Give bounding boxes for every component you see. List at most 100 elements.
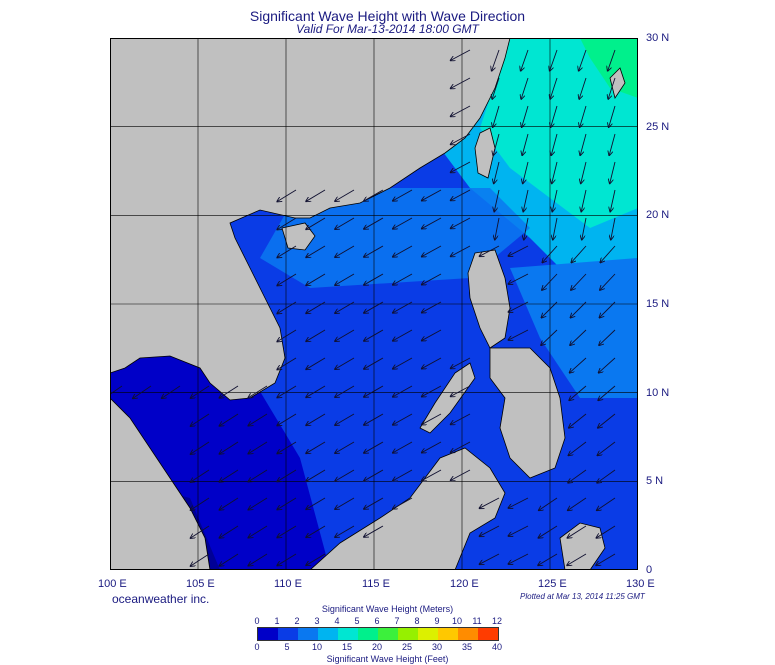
land-taiwan xyxy=(474,127,496,179)
wave-direction-arrow xyxy=(393,301,413,313)
legend-meters-title: Significant Wave Height (Meters) xyxy=(321,604,454,614)
feet-tick-label: 5 xyxy=(284,642,290,652)
map-title: Significant Wave Height with Wave Direct… xyxy=(249,8,526,24)
wave-direction-arrow xyxy=(422,217,442,229)
wave-direction-arrow xyxy=(364,497,384,509)
wave-direction-arrow xyxy=(364,469,384,481)
wave-direction-arrow xyxy=(335,329,355,341)
wave-direction-arrow xyxy=(393,189,413,201)
latitude-label: 0 xyxy=(646,564,653,576)
wave-direction-arrow xyxy=(393,217,413,229)
wave-direction-arrow xyxy=(480,553,500,564)
wave-direction-arrow xyxy=(248,441,268,454)
wave-direction-arrow xyxy=(335,301,355,313)
wave-zone-mid-north xyxy=(260,188,530,288)
wave-direction-arrow xyxy=(422,441,442,453)
wave-direction-arrow xyxy=(335,357,355,369)
wave-zone-mid-east xyxy=(510,258,638,398)
wave-direction-arrow xyxy=(451,413,471,424)
wave-direction-arrow xyxy=(248,413,268,426)
wave-direction-arrow xyxy=(422,273,442,285)
wave-direction-arrow xyxy=(306,553,326,565)
wave-direction-arrow xyxy=(335,469,355,481)
wave-direction-arrow xyxy=(306,469,326,481)
wave-direction-arrow xyxy=(335,217,355,229)
wave-direction-arrow xyxy=(306,413,326,425)
wave-direction-arrow xyxy=(522,133,529,155)
wave-direction-arrow xyxy=(248,385,268,398)
wave-direction-arrow xyxy=(335,441,355,453)
wave-direction-arrow xyxy=(219,497,239,510)
wave-direction-arrow xyxy=(539,497,558,510)
wave-direction-arrow xyxy=(219,553,239,566)
wave-direction-arrow xyxy=(608,49,616,71)
meters-tick-label: 0 xyxy=(254,616,260,626)
wave-direction-arrow xyxy=(567,525,587,538)
wave-direction-arrow xyxy=(393,357,413,369)
meters-tick-label: 12 xyxy=(491,616,503,626)
wave-direction-arrow xyxy=(393,273,413,285)
wave-direction-arrow xyxy=(306,217,326,229)
wave-direction-arrow xyxy=(110,385,123,395)
wave-direction-arrow xyxy=(570,301,587,318)
graticule xyxy=(110,38,638,570)
wave-direction-arrow xyxy=(508,273,529,284)
wave-direction-arrow xyxy=(552,161,558,183)
longitude-label: 125 E xyxy=(538,578,567,590)
meters-tick-label: 3 xyxy=(314,616,320,626)
wave-direction-arrow xyxy=(597,441,616,455)
wave-direction-arrow xyxy=(567,553,587,565)
wave-direction-arrow xyxy=(335,385,355,397)
wave-direction-arrow xyxy=(508,301,529,312)
wave-direction-arrow xyxy=(542,273,558,290)
wave-direction-arrow xyxy=(521,77,529,99)
wave-direction-arrow xyxy=(219,525,239,538)
wave-direction-arrow xyxy=(579,49,587,71)
wave-direction-arrow xyxy=(550,49,558,71)
wave-direction-arrow xyxy=(608,77,616,99)
latitude-label: 25 N xyxy=(646,120,670,133)
wave-direction-arrow xyxy=(551,133,558,155)
wave-direction-arrow xyxy=(393,385,413,397)
wave-direction-arrow xyxy=(451,161,471,172)
wave-direction-arrow xyxy=(191,413,210,426)
wave-direction-arrow xyxy=(580,105,587,127)
wave-direction-arrow xyxy=(248,553,268,566)
latitude-label: 20 N xyxy=(646,209,670,222)
wave-direction-arrow xyxy=(571,273,587,290)
wave-zone-higher-northeast xyxy=(480,38,638,228)
wave-direction-arrow xyxy=(277,301,297,313)
wave-direction-arrow xyxy=(422,357,442,369)
wave-direction-arrow xyxy=(480,525,500,536)
longitude-label: 110 E xyxy=(274,578,302,590)
wave-direction-arrow xyxy=(600,273,616,290)
wave-direction-arrow xyxy=(306,497,326,509)
wave-direction-arrow xyxy=(611,217,616,240)
wave-direction-arrow xyxy=(191,469,210,482)
wave-direction-arrow xyxy=(451,105,471,116)
wave-height-colorbar xyxy=(257,627,499,641)
legend-feet-title: Significant Wave Height (Feet) xyxy=(326,654,449,664)
wave-direction-arrow xyxy=(306,385,326,397)
wave-direction-arrow xyxy=(492,77,500,99)
wave-direction-arrow xyxy=(570,329,587,345)
wave-direction-arrow xyxy=(596,553,616,565)
land-borneo xyxy=(309,447,506,570)
wave-direction-arrow xyxy=(306,441,326,453)
meters-tick-label: 11 xyxy=(472,616,482,626)
wave-direction-arrow xyxy=(541,301,558,318)
wave-direction-arrow xyxy=(581,189,587,211)
wave-direction-arrow xyxy=(277,413,297,425)
wave-direction-arrow xyxy=(609,133,616,155)
wave-direction-arrow xyxy=(451,49,471,60)
wave-direction-arrow xyxy=(393,413,413,425)
wave-direction-arrow xyxy=(538,553,558,565)
meters-tick-label: 8 xyxy=(414,616,420,626)
wave-direction-arrow xyxy=(610,161,616,183)
wave-direction-arrow xyxy=(494,189,500,211)
wave-direction-arrow xyxy=(451,357,471,368)
wave-direction-arrow xyxy=(508,329,529,340)
wave-direction-arrow xyxy=(493,105,500,127)
wave-direction-arrow xyxy=(277,441,297,453)
wave-direction-arrow xyxy=(542,245,558,262)
